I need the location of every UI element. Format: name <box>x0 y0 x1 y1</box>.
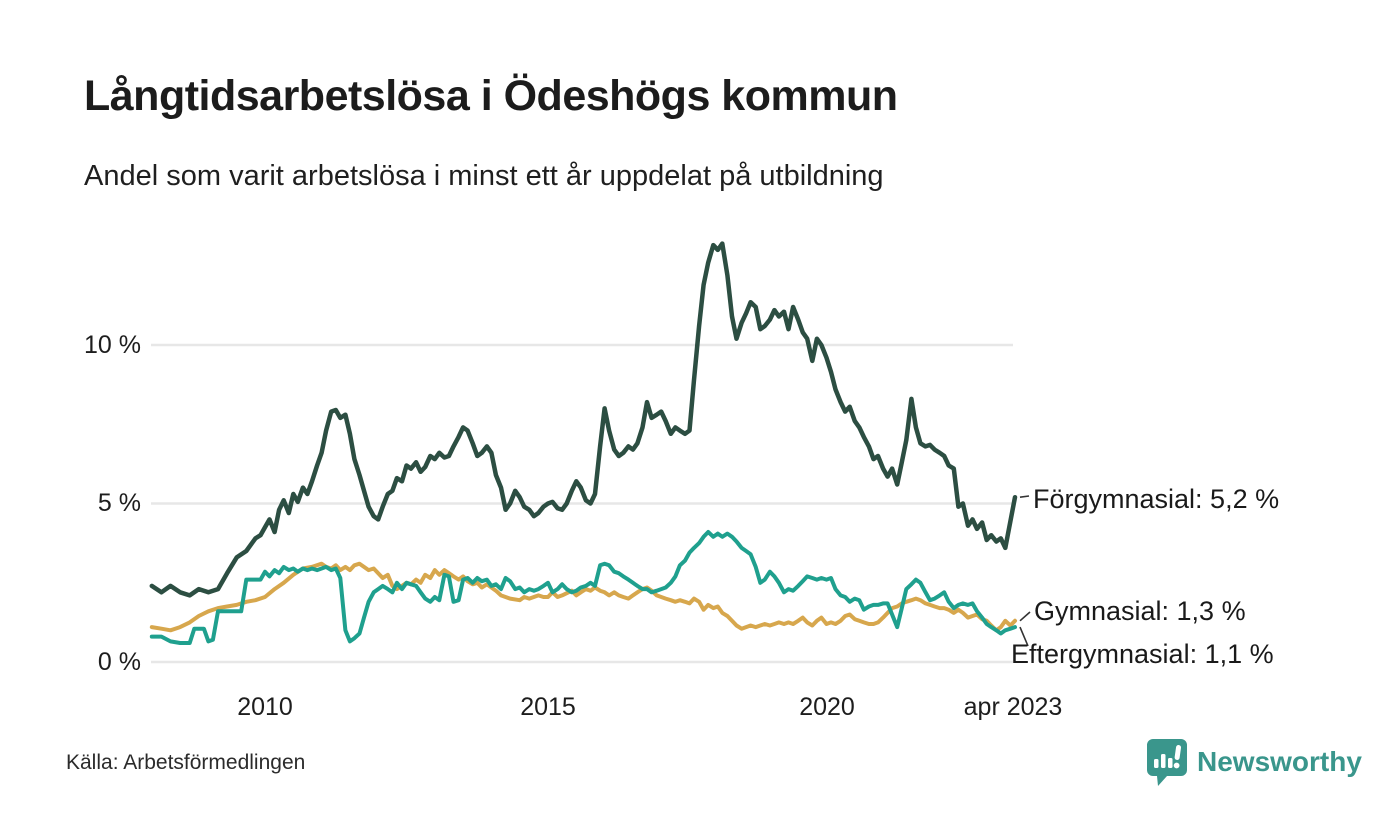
page-title: Långtidsarbetslösa i Ödeshögs kommun <box>84 72 898 120</box>
label-leader-line-förgymnasial <box>1019 495 1030 498</box>
x-axis-tick-label-2010: 2010 <box>237 693 293 721</box>
logo-bar-3 <box>1168 758 1173 768</box>
page-subtitle: Andel som varit arbetslösa i minst ett å… <box>84 160 884 192</box>
series-line-förgymnasial <box>149 241 1018 598</box>
logo-exclamation-dot <box>1173 762 1180 769</box>
label-leader-line-gymnasial <box>1019 611 1031 622</box>
series-end-label-gymnasial: Gymnasial: 1,3 % <box>1034 596 1246 626</box>
x-axis-tick-label-2020: 2020 <box>799 693 855 721</box>
logo-exclamation-stem <box>1174 745 1182 760</box>
logo-bar-2 <box>1161 754 1166 768</box>
logo-pin-bubble <box>1147 739 1187 786</box>
series-end-label-forgymnasial: Förgymnasial: 5,2 % <box>1033 484 1280 514</box>
newsworthy-logo: Newsworthy <box>1146 737 1362 787</box>
x-axis-tick-label-2015: 2015 <box>520 693 576 721</box>
y-axis-tick-label-5: 5 % <box>97 489 141 517</box>
series-line-eftergymnasial <box>149 530 1017 645</box>
logo-bar-1 <box>1154 759 1159 768</box>
newsworthy-logo-icon <box>1147 739 1187 786</box>
newsworthy-logo-text: Newsworthy <box>1197 746 1362 777</box>
source-attribution: Källa: Arbetsförmedlingen <box>66 751 306 774</box>
label-leader-line-eftergymnasial <box>1019 626 1029 647</box>
series-line-gymnasial <box>149 561 1017 633</box>
y-axis-tick-label-0: 0 % <box>97 648 141 676</box>
series-end-label-eftergymnasial: Eftergymnasial: 1,1 % <box>1011 639 1274 669</box>
x-axis-tick-label-apr-2023: apr 2023 <box>963 693 1063 721</box>
y-axis-tick-label-10: 10 % <box>84 331 141 359</box>
